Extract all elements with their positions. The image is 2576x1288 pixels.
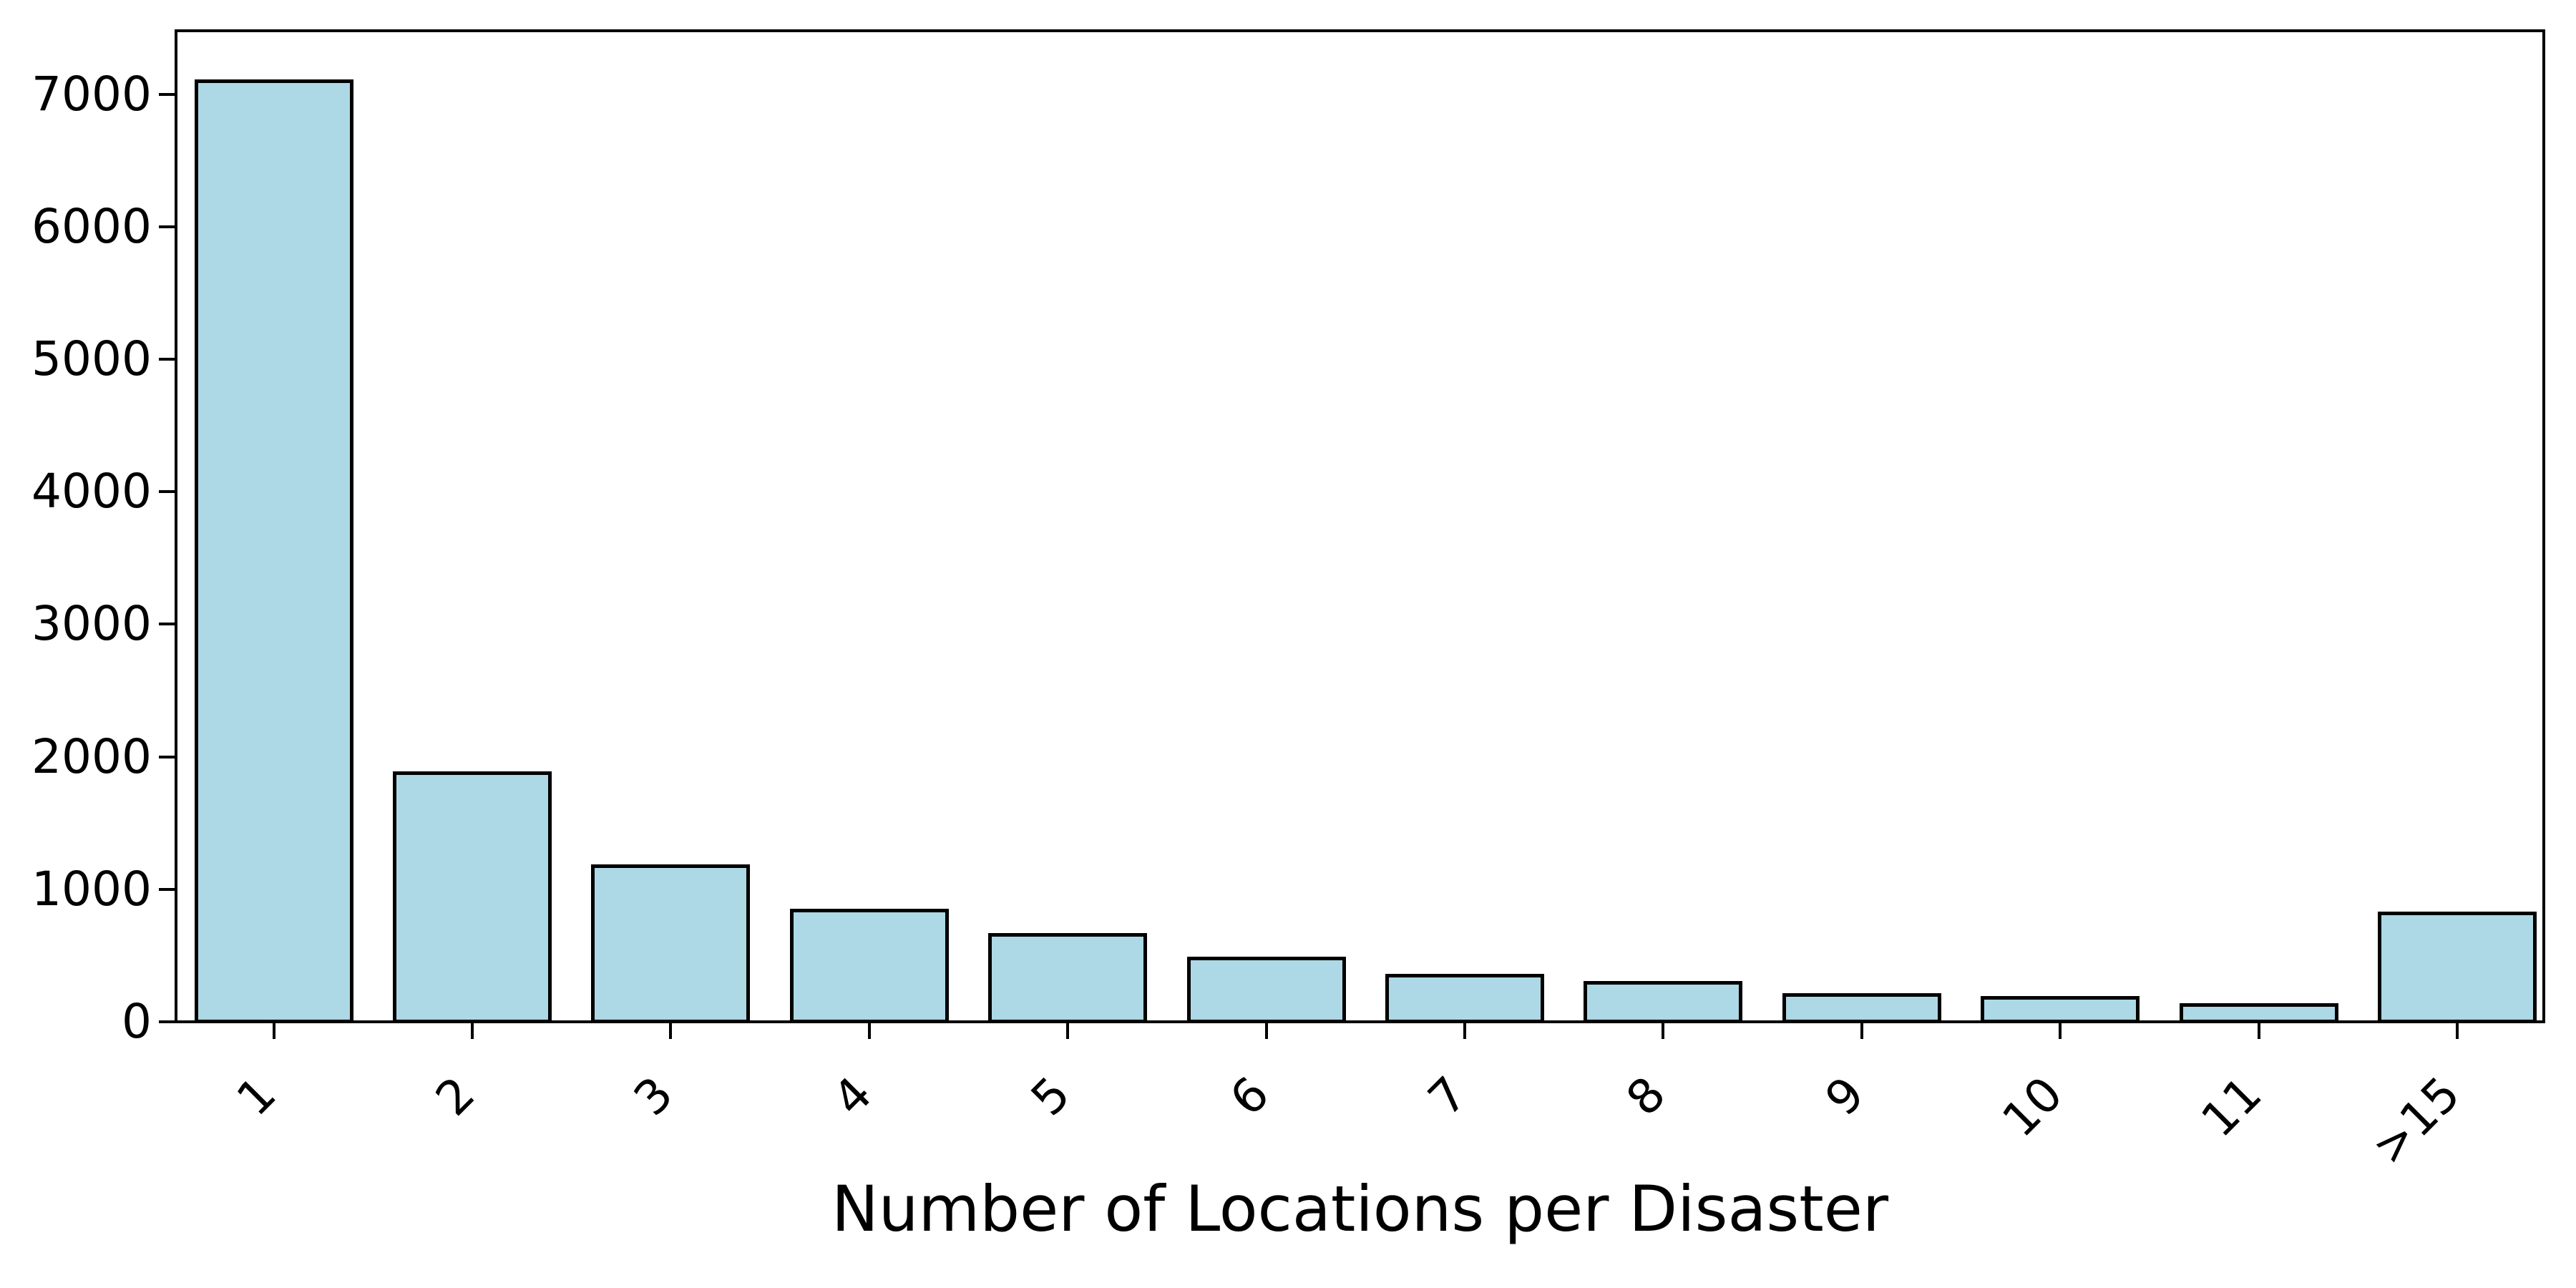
x-tick-mark-5 xyxy=(1066,1023,1069,1039)
x-tick-mark-9 xyxy=(1860,1023,1863,1039)
x-tick-mark-1 xyxy=(273,1023,275,1039)
x-tick-label-1: 1 xyxy=(226,1066,287,1127)
y-tick-label-6000: 6000 xyxy=(31,199,152,254)
y-tick-mark-3000 xyxy=(159,623,175,625)
x-tick-mark-8 xyxy=(1662,1023,1664,1039)
x-tick-mark-2 xyxy=(471,1023,474,1039)
x-tick-label-10: 10 xyxy=(1991,1066,2074,1148)
bar-5 xyxy=(988,933,1147,1023)
bar-10 xyxy=(1981,996,2140,1023)
x-tick-mark-7 xyxy=(1463,1023,1466,1039)
x-tick-label-11: 11 xyxy=(2190,1066,2273,1148)
bar-1 xyxy=(195,79,353,1023)
bar-2 xyxy=(393,771,552,1023)
x-tick-mark-3 xyxy=(669,1023,672,1039)
x-axis-title: Number of Locations per Disaster xyxy=(831,1172,1889,1246)
y-tick-label-0: 0 xyxy=(122,994,152,1049)
bar-4 xyxy=(790,909,949,1023)
y-tick-mark-0 xyxy=(159,1020,175,1023)
y-tick-mark-7000 xyxy=(159,93,175,96)
x-tick-label-6: 6 xyxy=(1219,1066,1280,1127)
x-tick-mark-10 xyxy=(2059,1023,2062,1039)
y-tick-mark-4000 xyxy=(159,490,175,493)
x-tick-mark-11 xyxy=(2258,1023,2260,1039)
bar-6 xyxy=(1187,957,1346,1023)
x-tick-label-4: 4 xyxy=(822,1066,883,1127)
y-tick-label-1000: 1000 xyxy=(31,862,152,917)
y-tick-mark-6000 xyxy=(159,225,175,228)
x-tick-label-7: 7 xyxy=(1418,1066,1478,1127)
x-tick-label-5: 5 xyxy=(1020,1066,1081,1127)
y-tick-label-3000: 3000 xyxy=(31,596,152,651)
bar-8 xyxy=(1584,981,1742,1023)
y-tick-mark-5000 xyxy=(159,358,175,361)
bar-9 xyxy=(1782,993,1941,1023)
y-tick-mark-1000 xyxy=(159,888,175,891)
x-tick-label-8: 8 xyxy=(1616,1066,1677,1127)
y-tick-mark-2000 xyxy=(159,756,175,758)
x-tick-mark-6 xyxy=(1265,1023,1268,1039)
y-tick-label-2000: 2000 xyxy=(31,729,152,784)
x-tick-mark-4 xyxy=(868,1023,871,1039)
y-tick-label-5000: 5000 xyxy=(31,331,152,386)
x-tick-label-9: 9 xyxy=(1815,1066,1875,1127)
y-tick-label-7000: 7000 xyxy=(31,67,152,122)
plot-area xyxy=(175,29,2545,1023)
x-tick-mark->15 xyxy=(2456,1023,2459,1039)
bar->15 xyxy=(2378,912,2537,1023)
x-tick-label-3: 3 xyxy=(623,1066,684,1127)
bar-3 xyxy=(591,864,750,1023)
y-tick-label-4000: 4000 xyxy=(31,464,152,519)
x-tick-label-2: 2 xyxy=(425,1066,486,1127)
bar-11 xyxy=(2180,1003,2338,1023)
bar-7 xyxy=(1385,974,1544,1023)
x-tick-label->15: >15 xyxy=(2361,1066,2471,1176)
